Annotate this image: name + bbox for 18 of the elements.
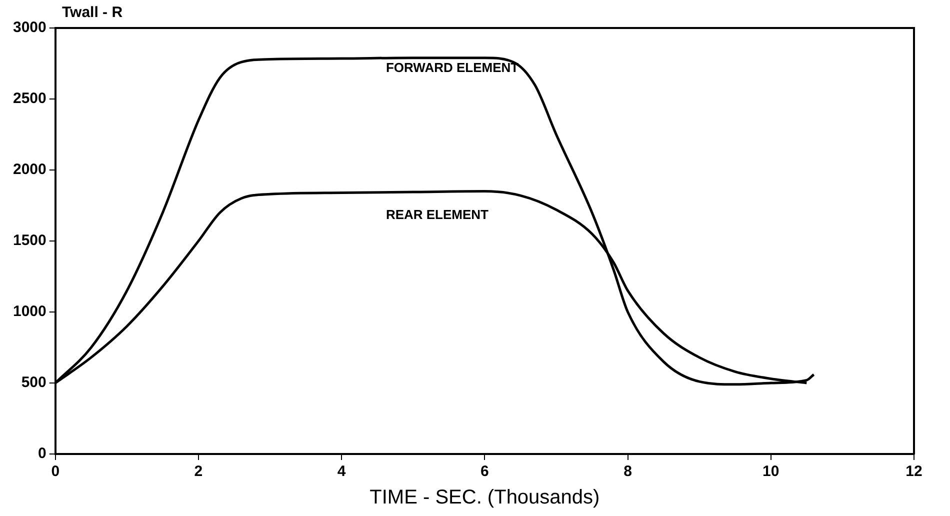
y-tick-label: 2000 (12, 161, 46, 178)
annotation: FORWARD ELEMENT (386, 60, 519, 76)
y-tick-label: 500 (21, 374, 46, 392)
y-axis-title: Twall - R (62, 4, 123, 21)
x-axis-title: TIME - SEC. (Thousands) (370, 486, 600, 509)
x-tick-label: 8 (624, 463, 632, 480)
y-tick-label: 2500 (12, 90, 46, 108)
x-tick-label: 12 (906, 463, 922, 480)
y-tick-label: 3000 (12, 19, 46, 36)
x-tick-label: 4 (337, 463, 346, 480)
annotation: REAR ELEMENT (386, 207, 489, 222)
y-tick-label: 1000 (12, 303, 46, 320)
y-tick-label: 1500 (12, 232, 46, 250)
x-tick-label: 0 (51, 463, 60, 480)
y-tick-label: 0 (38, 445, 46, 462)
x-tick-label: 2 (194, 463, 203, 480)
x-tick-label: 6 (480, 463, 489, 480)
x-tick-label: 10 (762, 463, 780, 480)
